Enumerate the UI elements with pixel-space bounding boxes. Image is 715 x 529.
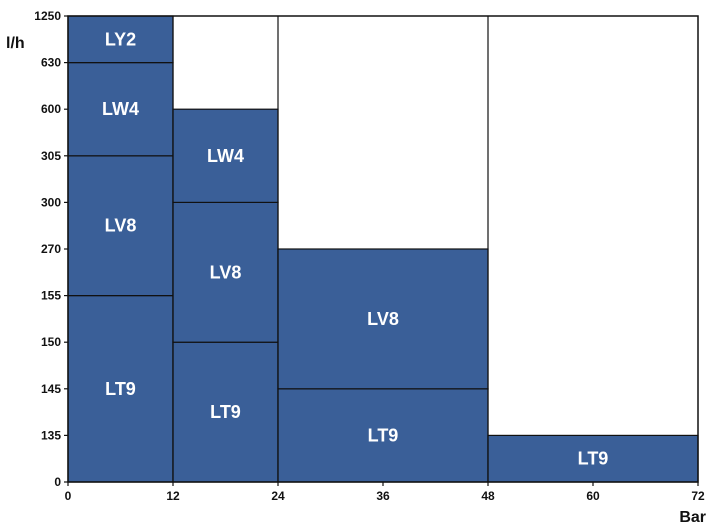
- y-tick-label: 305: [41, 149, 61, 163]
- y-axis-title: l/h: [6, 35, 25, 52]
- segment-label: LV8: [210, 262, 242, 282]
- segment-label: LT9: [578, 449, 609, 469]
- segment-label: LW4: [102, 99, 139, 119]
- x-tick-label: 72: [691, 489, 705, 503]
- y-tick-label: 1250: [34, 9, 61, 23]
- bar-2-segment-0: [277, 388, 489, 483]
- x-axis-title: Bar: [679, 509, 706, 526]
- segment-label: LY2: [105, 29, 136, 49]
- y-tick-label: 300: [41, 195, 61, 209]
- bar-0-segment-1: [67, 155, 174, 297]
- y-tick-label: 630: [41, 56, 61, 70]
- segment-label: LV8: [105, 216, 137, 236]
- y-tick-label: 600: [41, 102, 61, 116]
- bar-1-segment-1: [172, 201, 279, 343]
- bars-layer: LT9 LV8 LW4 LY2 LT9 LV8 LW4 LT9 LV8 LT9: [67, 15, 699, 483]
- segment-label: LV8: [367, 309, 399, 329]
- y-tick-label: 155: [41, 289, 61, 303]
- y-tick-label: 150: [41, 335, 61, 349]
- x-tick-label: 48: [481, 489, 495, 503]
- segment-label: LT9: [210, 402, 241, 422]
- x-tick-label: 36: [376, 489, 390, 503]
- x-axis-ticks: 0 12 24 36 48 60 72: [65, 482, 705, 503]
- x-tick-label: 0: [65, 489, 72, 503]
- x-tick-label: 24: [271, 489, 285, 503]
- segment-label: LT9: [105, 379, 136, 399]
- bar-0-segment-0: [67, 295, 174, 483]
- y-axis-ticks: 0 135 145 150 155 270 300 305 600 630 1250: [34, 9, 68, 489]
- y-tick-label: 135: [41, 428, 61, 442]
- bar-1-segment-2: [172, 108, 279, 203]
- y-tick-label: 270: [41, 242, 61, 256]
- y-tick-label: 0: [54, 475, 61, 489]
- x-tick-label: 60: [586, 489, 600, 503]
- segment-label: LT9: [368, 425, 399, 445]
- y-tick-label: 145: [41, 382, 61, 396]
- x-tick-label: 12: [166, 489, 180, 503]
- bar-3-segment-0: [487, 434, 699, 483]
- segment-label: LW4: [207, 146, 244, 166]
- bar-1-segment-0: [172, 341, 279, 483]
